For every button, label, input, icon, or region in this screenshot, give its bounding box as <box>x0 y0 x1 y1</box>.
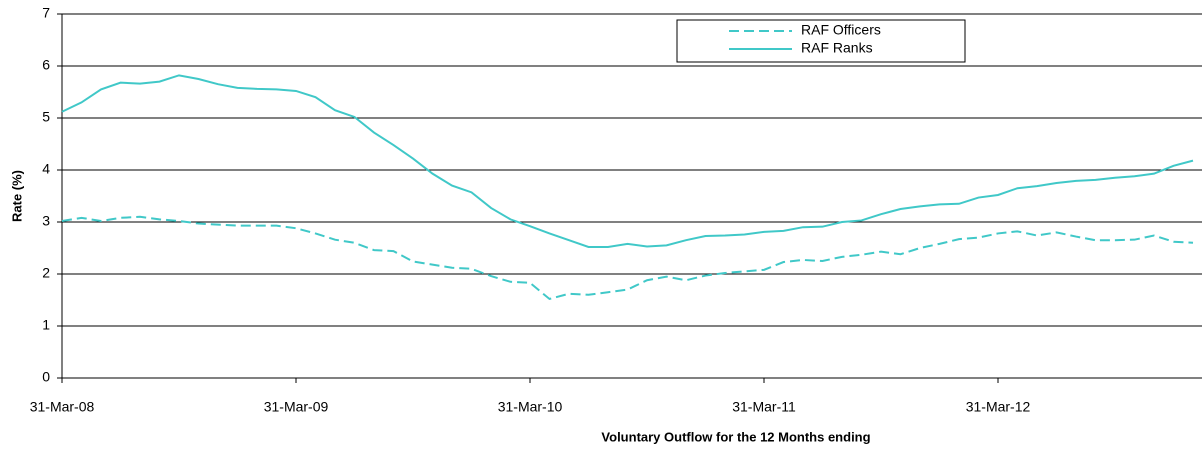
y-tick-label: 7 <box>42 5 50 21</box>
y-axis-title: Rate (%) <box>9 170 24 222</box>
legend-label: RAF Ranks <box>801 40 873 56</box>
legend-label: RAF Officers <box>801 22 881 38</box>
x-tick-label: 31-Mar-09 <box>264 399 329 415</box>
x-tick-label: 31-Mar-12 <box>966 399 1031 415</box>
x-tick-label: 31-Mar-08 <box>30 399 95 415</box>
x-tick-label: 31-Mar-11 <box>732 399 796 415</box>
y-tick-label: 5 <box>42 109 50 125</box>
x-tick-label: 31-Mar-10 <box>498 399 563 415</box>
series-line <box>61 215 1194 301</box>
y-tick-label: 6 <box>42 57 50 73</box>
y-tick-label: 3 <box>42 213 50 229</box>
series-line <box>61 74 1194 248</box>
legend-box <box>676 19 966 63</box>
y-tick-label: 2 <box>42 265 50 281</box>
y-tick-label: 4 <box>42 161 50 177</box>
y-tick-label: 0 <box>42 369 50 385</box>
y-tick-label: 1 <box>42 317 50 333</box>
x-axis-title: Voluntary Outflow for the 12 Months endi… <box>601 429 870 444</box>
